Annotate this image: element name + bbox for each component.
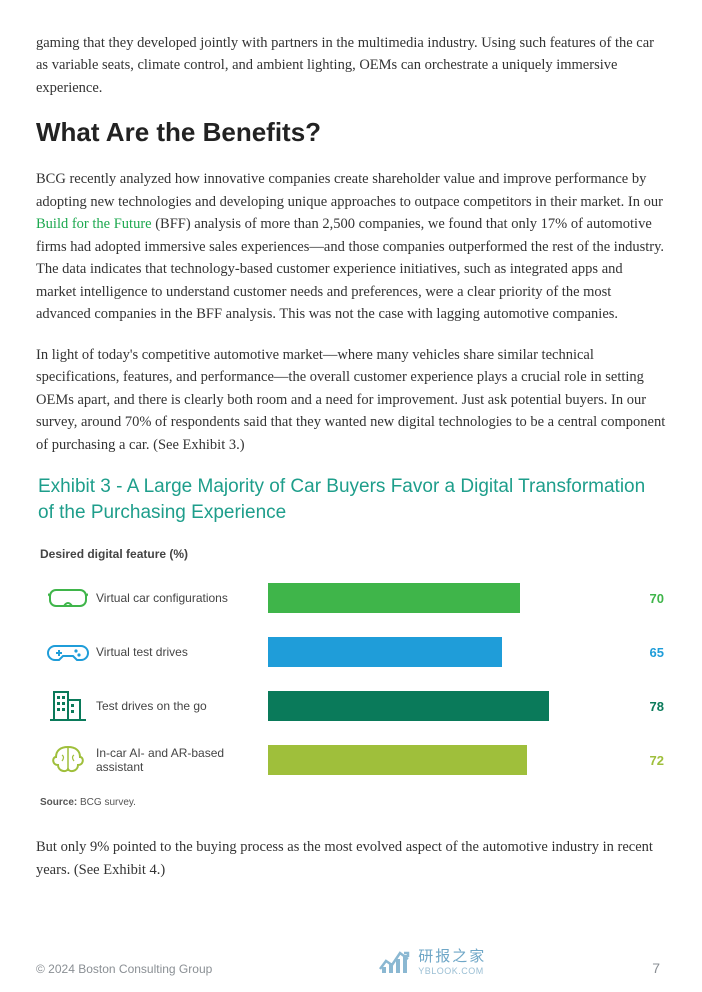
building-icon <box>40 688 96 724</box>
watermark-text-cn: 研报之家 <box>418 945 486 966</box>
source-label: Source: <box>40 797 77 808</box>
bar-track <box>268 745 628 775</box>
bar <box>268 583 520 613</box>
chart-axis-label: Desired digital feature (%) <box>40 547 666 561</box>
vr-headset-icon <box>40 584 96 612</box>
body-paragraph-2: BCG recently analyzed how innovative com… <box>36 168 666 325</box>
bar-track <box>268 691 628 721</box>
bar-track <box>268 637 628 667</box>
build-for-future-link[interactable]: Build for the Future <box>36 216 152 232</box>
chart-area: Virtual car configurations 70 Virtual te… <box>40 575 666 783</box>
bar-value: 78 <box>628 699 664 714</box>
chart-row: In-car AI- and AR-based assistant 72 <box>40 737 666 783</box>
watermark: 研报之家 YBLOOK.COM <box>378 945 486 976</box>
chart-row: Virtual test drives 65 <box>40 629 666 675</box>
bar <box>268 691 549 721</box>
chart-row: Test drives on the go 78 <box>40 683 666 729</box>
page-number: 7 <box>652 960 660 976</box>
chart-row: Virtual car configurations 70 <box>40 575 666 621</box>
page-footer: © 2024 Boston Consulting Group 研报之家 YBLO… <box>36 945 666 976</box>
watermark-text-en: YBLOOK.COM <box>418 966 486 976</box>
intro-paragraph: gaming that they developed jointly with … <box>36 32 666 99</box>
body-paragraph-3: In light of today's competitive automoti… <box>36 344 666 456</box>
chart-row-label: In-car AI- and AR-based assistant <box>96 746 268 774</box>
bar <box>268 637 502 667</box>
chart-row-label: Test drives on the go <box>96 699 268 713</box>
body-paragraph-4: But only 9% pointed to the buying proces… <box>36 836 666 881</box>
exhibit-title: Exhibit 3 - A Large Majority of Car Buye… <box>38 474 658 525</box>
section-heading: What Are the Benefits? <box>36 117 666 148</box>
bar-value: 65 <box>628 645 664 660</box>
brain-icon <box>40 743 96 777</box>
chart-source: Source: BCG survey. <box>40 797 666 808</box>
bar-track <box>268 583 628 613</box>
bar <box>268 745 527 775</box>
watermark-icon <box>378 947 412 975</box>
copyright-text: © 2024 Boston Consulting Group <box>36 962 212 976</box>
para2-text-a: BCG recently analyzed how innovative com… <box>36 171 663 209</box>
gamepad-icon <box>40 638 96 666</box>
chart-row-label: Virtual test drives <box>96 645 268 659</box>
chart-row-label: Virtual car configurations <box>96 591 268 605</box>
bar-value: 72 <box>628 753 664 768</box>
source-text: BCG survey. <box>77 797 136 808</box>
bar-value: 70 <box>628 591 664 606</box>
